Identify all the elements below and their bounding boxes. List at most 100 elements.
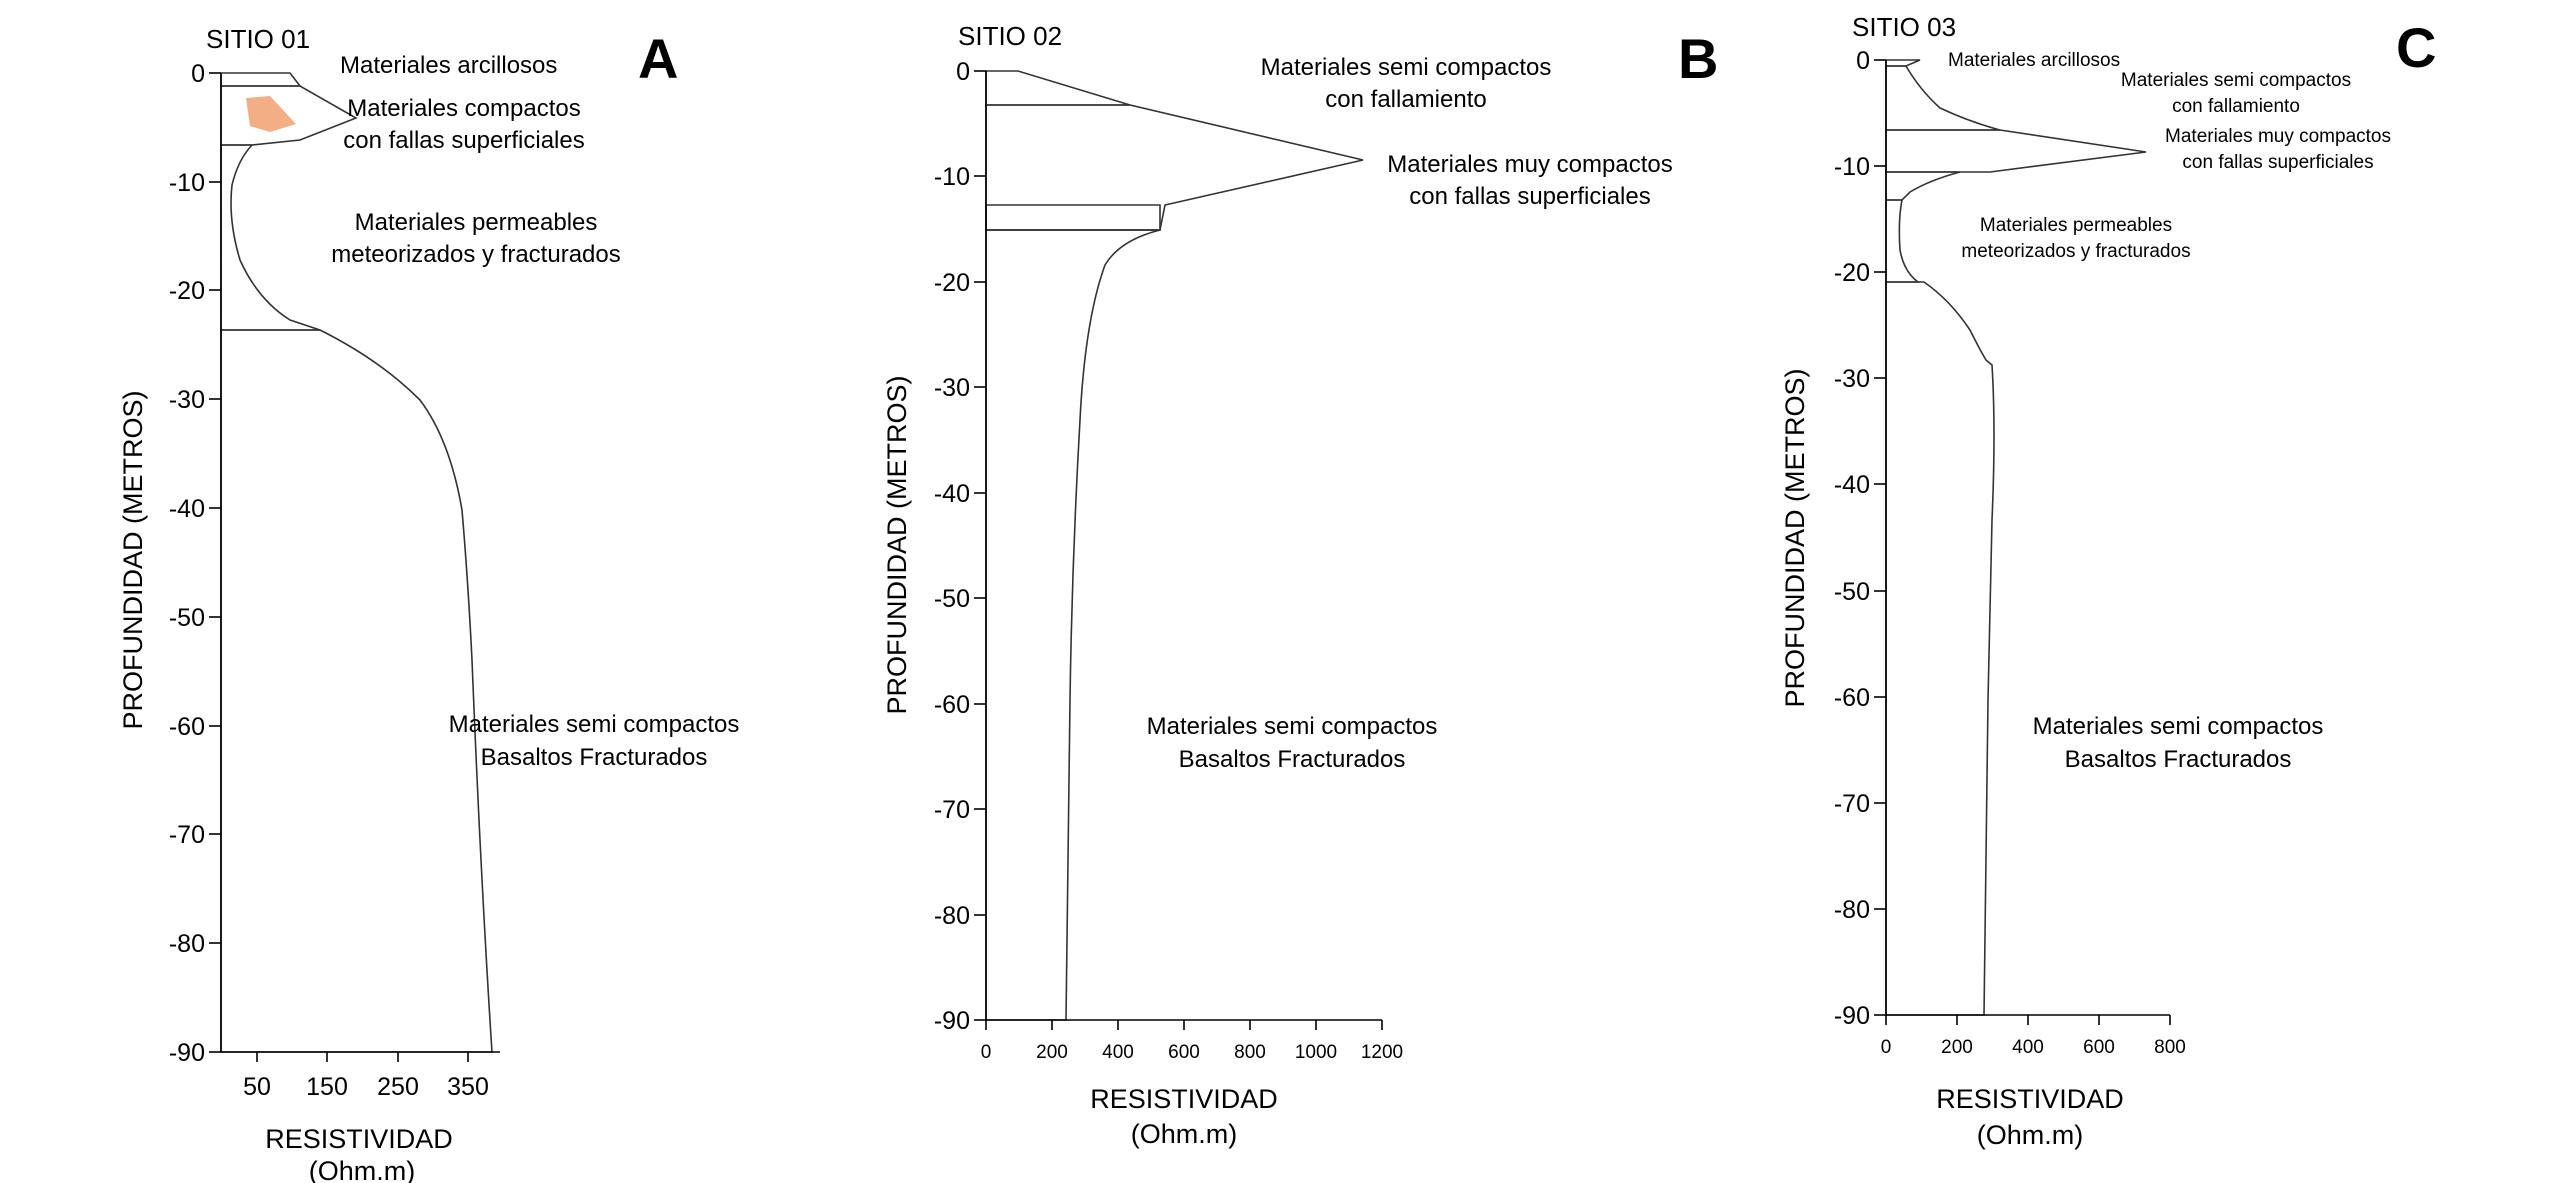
y-tick-label: -20 [1834, 259, 1870, 287]
y-tick-label: -90 [169, 1039, 205, 1067]
y-tick-label: -40 [169, 495, 205, 523]
annotation-label: Basaltos Fracturados [481, 744, 708, 771]
panel-c: C SITIO 03 0 -10 -20 -30 -40 -50 [1780, 12, 2436, 1150]
layer-semi-transition-b [985, 204, 1161, 231]
y-tick-labels-c: 0 -10 -20 -30 -40 -50 -60 -70 -80 -90 [1834, 47, 1870, 1030]
x-axis-label-a: RESISTIVIDAD [265, 1124, 453, 1154]
layer-clay-c [1885, 59, 1921, 67]
x-axis-unit-a: (Ohm.m) [309, 1156, 415, 1183]
y-tick-label: -80 [169, 930, 205, 958]
y-axis-label-b: PROFUNDIDAD (METROS) [882, 376, 912, 715]
y-tick-label: -90 [1834, 1002, 1870, 1030]
layer-permeable-c [1885, 199, 1921, 283]
x-tick-label: 200 [1036, 1042, 1068, 1063]
annotation-label: con fallamiento [1325, 86, 1486, 113]
layer-semi-compact-deep-a [220, 329, 493, 1053]
layer-very-compact-b [985, 104, 1364, 231]
y-tick-label: -70 [169, 821, 205, 849]
layer-permeable-a [220, 144, 321, 331]
annotation-label: Basaltos Fracturados [2065, 746, 2292, 773]
y-tick-label: -60 [1834, 684, 1870, 712]
y-tick-label: -80 [934, 902, 970, 930]
x-tick-label: 150 [306, 1073, 348, 1101]
annotation-label: Materiales muy compactos [2165, 126, 2391, 147]
panel-letter-c: C [2396, 16, 2436, 79]
y-tick-label: 0 [956, 58, 970, 86]
annotation-label: Materiales semi compactos [2033, 713, 2324, 740]
y-tick-label: -80 [1834, 896, 1870, 924]
annotation-label: meteorizados y fracturados [331, 241, 620, 268]
y-tick-label: 0 [1856, 47, 1870, 75]
annotation-label: meteorizados y fracturados [1961, 241, 2190, 262]
y-tick-label: -70 [934, 796, 970, 824]
annotation-label: Materiales arcillosos [1948, 50, 2120, 71]
annotation-label: Basaltos Fracturados [1179, 746, 1406, 773]
x-ticks-b [985, 1020, 1383, 1030]
layer-compact-a [220, 85, 358, 146]
site-title-c: SITIO 03 [1852, 12, 1956, 42]
y-tick-label: -10 [169, 169, 205, 197]
y-tick-label: -20 [169, 277, 205, 305]
x-axis-unit-b: (Ohm.m) [1131, 1119, 1237, 1149]
annotation-label: con fallas superficiales [1409, 183, 1650, 210]
x-tick-label: 400 [1102, 1042, 1134, 1063]
y-tick-label: -50 [1834, 578, 1870, 606]
y-tick-label: -70 [1834, 790, 1870, 818]
y-tick-label: -60 [934, 691, 970, 719]
y-ticks-c [1874, 59, 1886, 1016]
x-tick-label: 250 [377, 1073, 419, 1101]
y-ticks-b [974, 70, 986, 1021]
annotation-label: Materiales permeables [1980, 215, 2172, 236]
y-tick-label: -30 [169, 386, 205, 414]
y-tick-label: -60 [169, 713, 205, 741]
annotation-label: Materiales arcillosos [340, 52, 557, 79]
x-ticks-a [256, 1052, 469, 1062]
layer-semi-compact-deep-b [985, 229, 1161, 1021]
annotation-label: Materiales compactos [347, 95, 580, 122]
annotation-label: Materiales semi compactos [2121, 70, 2351, 91]
x-tick-label: 800 [1234, 1042, 1266, 1063]
panel-a: A SITIO 01 0 -10 -20 -30 -40 [118, 24, 739, 1183]
panel-b: B SITIO 02 0 -10 -20 -30 -40 -50 -60 [882, 21, 1718, 1149]
y-tick-labels-a: 0 -10 -20 -30 -40 -50 -60 -70 -80 -90 [169, 60, 205, 1067]
site-title-b: SITIO 02 [958, 21, 1062, 51]
x-tick-label: 400 [2012, 1037, 2044, 1058]
y-tick-label: -10 [934, 163, 970, 191]
x-tick-label: 0 [981, 1042, 992, 1063]
y-tick-label: -90 [934, 1007, 970, 1035]
panel-letter-b: B [1678, 27, 1718, 90]
x-tick-labels-a: 50 150 250 350 [243, 1073, 489, 1101]
site-title-a: SITIO 01 [206, 24, 310, 54]
layer-semi-compact-top-c [1885, 65, 2001, 131]
y-tick-labels-b: 0 -10 -20 -30 -40 -50 -60 -70 -80 -90 [934, 58, 970, 1035]
x-tick-label: 0 [1881, 1037, 1892, 1058]
x-tick-label: 350 [447, 1073, 489, 1101]
annotation-label: Materiales muy compactos [1387, 151, 1672, 178]
y-axis-label-c: PROFUNDIDAD (METROS) [1780, 369, 1810, 708]
annotation-label: Materiales semi compactos [1261, 54, 1552, 81]
y-tick-label: -30 [1834, 365, 1870, 393]
layer-semi-compact-deep-c [1885, 281, 1995, 1016]
annotation-label: Materiales permeables [355, 209, 598, 236]
y-axis-label-a: PROFUNDIDAD (METROS) [118, 391, 148, 730]
y-tick-label: -40 [1834, 471, 1870, 499]
y-tick-label: -20 [934, 269, 970, 297]
annotation-label: con fallas superficiales [2182, 152, 2373, 173]
y-tick-label: 0 [191, 60, 205, 88]
annotation-label: Materiales semi compactos [1147, 713, 1438, 740]
layer-very-compact-c [1885, 129, 2147, 173]
x-axis-label-c: RESISTIVIDAD [1936, 1084, 2124, 1114]
x-tick-label: 1000 [1295, 1042, 1337, 1063]
x-tick-labels-c: 0 200 400 600 800 [1881, 1037, 2186, 1058]
y-ticks-a [209, 72, 221, 1053]
annotation-label: con fallas superficiales [343, 127, 584, 154]
x-axis-label-b: RESISTIVIDAD [1090, 1084, 1278, 1114]
y-tick-label: -30 [934, 374, 970, 402]
x-ticks-c [1885, 1015, 2171, 1025]
y-tick-label: -10 [1834, 153, 1870, 181]
annotation-label: Materiales semi compactos [449, 711, 740, 738]
y-tick-label: -50 [169, 604, 205, 632]
layer-clay-a [220, 72, 302, 87]
x-tick-label: 600 [1168, 1042, 1200, 1063]
